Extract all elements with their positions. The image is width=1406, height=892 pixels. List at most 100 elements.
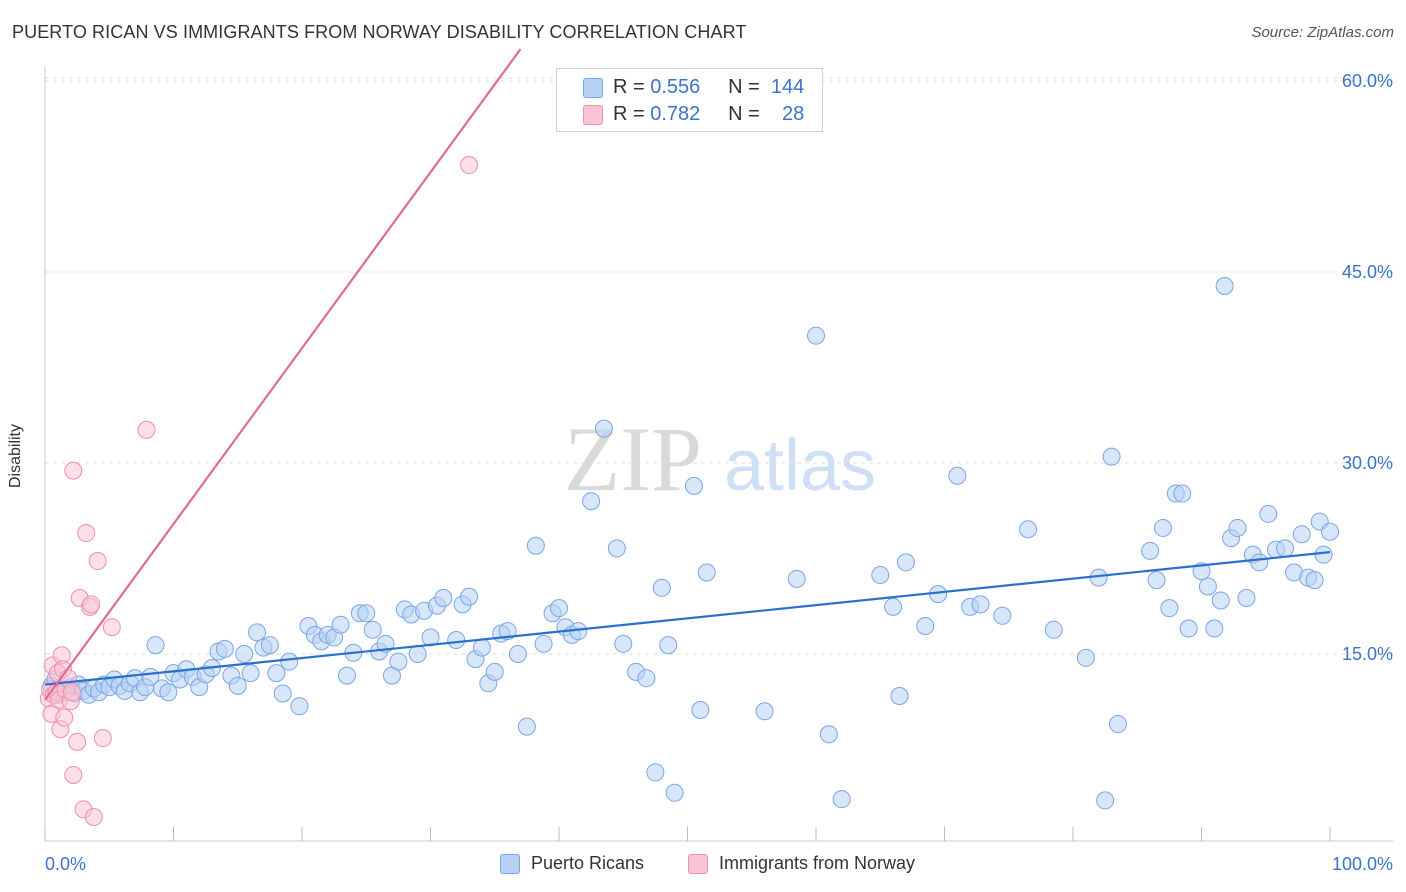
- point-norway: [137, 420, 156, 439]
- stats-legend: R = 0.556 N = 144 R = 0.782 N = 28: [556, 68, 823, 132]
- point-puerto-rican: [1211, 591, 1230, 610]
- legend-swatch-puerto-ricans: [500, 854, 520, 874]
- point-puerto-rican: [331, 615, 350, 634]
- point-puerto-rican: [1096, 791, 1115, 810]
- point-puerto-rican: [871, 566, 890, 585]
- point-puerto-rican: [517, 717, 536, 736]
- point-puerto-rican: [684, 476, 703, 495]
- point-norway: [77, 524, 96, 543]
- point-puerto-rican: [248, 623, 267, 642]
- point-puerto-rican: [1237, 588, 1256, 607]
- point-norway: [68, 732, 87, 751]
- point-puerto-rican: [228, 676, 247, 695]
- point-norway: [88, 552, 107, 571]
- point-puerto-rican: [697, 563, 716, 582]
- point-puerto-rican: [652, 578, 671, 597]
- source-credit: Source: ZipAtlas.com: [1251, 24, 1394, 41]
- r-value: 0.556: [650, 76, 701, 98]
- point-puerto-rican: [241, 664, 260, 683]
- point-puerto-rican: [1160, 599, 1179, 618]
- point-puerto-rican: [260, 636, 279, 655]
- point-puerto-rican: [755, 702, 774, 721]
- point-puerto-rican: [1314, 545, 1333, 564]
- point-norway: [84, 807, 103, 826]
- point-puerto-rican: [1173, 484, 1192, 503]
- point-puerto-rican: [1141, 541, 1160, 560]
- point-norway: [64, 765, 83, 784]
- point-puerto-rican: [408, 645, 427, 663]
- point-puerto-rican: [1205, 619, 1224, 638]
- point-puerto-rican: [971, 595, 990, 614]
- point-norway: [93, 729, 112, 748]
- n-label: N =: [728, 76, 760, 98]
- point-puerto-rican: [389, 652, 408, 671]
- x-tick-label-start: 0.0%: [45, 854, 86, 874]
- point-norway: [64, 461, 83, 480]
- y-tick-label: 45.0%: [1342, 262, 1393, 282]
- legend-swatch-norway: [688, 854, 708, 874]
- point-puerto-rican: [884, 597, 903, 616]
- point-puerto-rican: [460, 587, 479, 606]
- point-puerto-rican: [434, 588, 453, 607]
- point-puerto-rican: [159, 683, 178, 702]
- point-norway: [460, 156, 479, 175]
- r-label: R =: [613, 103, 645, 125]
- trend-lines: [44, 48, 1331, 701]
- point-puerto-rican: [582, 492, 601, 511]
- point-puerto-rican: [637, 669, 656, 688]
- data-points: [39, 156, 1339, 826]
- point-puerto-rican: [1044, 620, 1063, 639]
- point-puerto-rican: [472, 638, 491, 657]
- axes: [44, 66, 1393, 842]
- point-puerto-rican: [1321, 522, 1339, 541]
- x-tick-label-end: 100.0%: [1332, 854, 1393, 874]
- point-puerto-rican: [215, 639, 234, 658]
- n-label: N =: [728, 103, 760, 125]
- point-puerto-rican: [1305, 571, 1324, 590]
- tick-labels: 15.0% 30.0% 45.0% 60.0% 0.0% 100.0%: [45, 71, 1393, 874]
- point-puerto-rican: [1019, 520, 1038, 539]
- legend-label: Immigrants from Norway: [719, 853, 916, 873]
- point-puerto-rican: [363, 620, 382, 639]
- point-puerto-rican: [421, 628, 440, 647]
- trend-line-norway: [44, 48, 522, 701]
- point-puerto-rican: [614, 634, 633, 653]
- point-puerto-rican: [659, 636, 678, 655]
- gridlines: [45, 77, 1393, 655]
- point-puerto-rican: [146, 636, 165, 655]
- y-tick-label: 30.0%: [1342, 453, 1393, 473]
- point-puerto-rican: [1076, 648, 1095, 667]
- point-puerto-rican: [1153, 518, 1172, 537]
- point-puerto-rican: [1147, 571, 1166, 590]
- point-puerto-rican: [526, 536, 545, 555]
- point-puerto-rican: [337, 666, 356, 685]
- r-label: R =: [613, 76, 645, 98]
- point-puerto-rican: [290, 697, 309, 716]
- point-puerto-rican: [607, 539, 626, 558]
- point-puerto-rican: [594, 419, 613, 438]
- point-puerto-rican: [280, 652, 299, 671]
- point-puerto-rican: [1259, 504, 1278, 523]
- zipatlas-watermark: ZIP atlas: [564, 408, 876, 510]
- point-puerto-rican: [1228, 518, 1247, 537]
- point-norway: [82, 595, 101, 614]
- point-norway: [102, 618, 121, 637]
- point-norway: [55, 708, 74, 727]
- point-puerto-rican: [1179, 619, 1198, 638]
- point-puerto-rican: [691, 701, 710, 720]
- point-puerto-rican: [890, 687, 909, 706]
- point-puerto-rican: [1292, 525, 1311, 544]
- point-puerto-rican: [1102, 447, 1121, 466]
- point-puerto-rican: [1215, 277, 1234, 296]
- point-puerto-rican: [498, 622, 517, 641]
- point-puerto-rican: [1192, 562, 1211, 581]
- r-value: 0.782: [650, 103, 701, 125]
- point-puerto-rican: [508, 645, 527, 663]
- point-puerto-rican: [896, 553, 915, 572]
- watermark-zip: ZIP: [564, 408, 702, 510]
- legend-swatch-puerto-ricans: [583, 78, 603, 98]
- point-puerto-rican: [1108, 715, 1127, 734]
- point-puerto-rican: [819, 725, 838, 744]
- point-puerto-rican: [1198, 577, 1217, 596]
